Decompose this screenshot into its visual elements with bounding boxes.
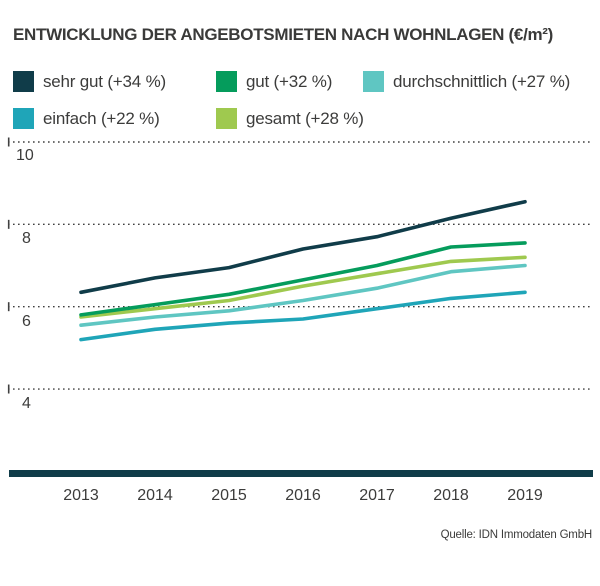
series-line-sehr xyxy=(79,199,527,295)
legend-swatch-einfach xyxy=(13,108,34,129)
x-axis-label-2015: 2015 xyxy=(211,487,247,504)
x-axis-label-2014: 2014 xyxy=(137,487,173,504)
series-line-gesamt xyxy=(79,255,527,319)
series-line-einfach xyxy=(79,290,527,342)
legend-item-durchschnittlich: durchschnittlich (+27 %) xyxy=(363,71,570,92)
x-axis-label-2019: 2019 xyxy=(507,487,543,504)
legend-label-einfach: einfach (+22 %) xyxy=(43,108,160,128)
legend-item-einfach: einfach (+22 %) xyxy=(13,108,160,129)
legend-item-gesamt: gesamt (+28 %) xyxy=(216,108,364,129)
legend-label-durchschnittlich: durchschnittlich (+27 %) xyxy=(393,71,571,91)
series-line-gut xyxy=(79,241,527,317)
source-credit: Quelle: IDN Immodaten GmbH xyxy=(440,529,593,541)
legend-label-gut: gut (+32 %) xyxy=(246,71,333,91)
chart-title: ENTWICKLUNG DER ANGEBOTSMIETEN NACH WOHN… xyxy=(13,25,554,44)
legend-swatch-durchschnittlich xyxy=(363,71,384,92)
y-axis-tick-label-8: 8 xyxy=(22,230,31,247)
series-line-durchschnittlich xyxy=(79,263,527,328)
y-axis-tick-label-4: 4 xyxy=(22,395,31,412)
legend-swatch-gesamt xyxy=(216,108,237,129)
legend-swatch-sehr-gut xyxy=(13,71,34,92)
legend-swatch-gut xyxy=(216,71,237,92)
x-axis-baseline-bar xyxy=(9,470,593,477)
y-axis-tick-label-6: 6 xyxy=(22,313,31,330)
legend-label-gesamt: gesamt (+28 %) xyxy=(246,108,364,128)
x-axis-label-2013: 2013 xyxy=(63,487,99,504)
x-axis-label-2018: 2018 xyxy=(433,487,469,504)
x-axis-label-2016: 2016 xyxy=(285,487,321,504)
x-axis-label-2017: 2017 xyxy=(359,487,395,504)
legend-item-sehr-gut: sehr gut (+34 %) xyxy=(13,71,166,92)
legend-label-sehr-gut: sehr gut (+34 %) xyxy=(43,71,166,91)
legend-item-gut: gut (+32 %) xyxy=(216,71,332,92)
y-axis-tick-label-10: 10 xyxy=(16,147,34,164)
